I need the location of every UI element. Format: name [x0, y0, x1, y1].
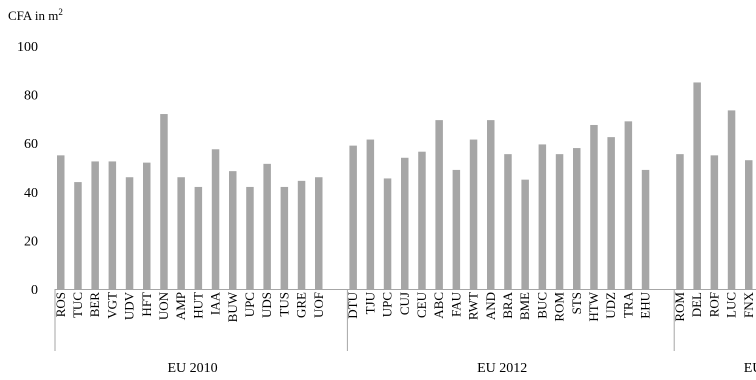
bar	[590, 124, 598, 289]
category-label: TUC	[70, 292, 85, 318]
bar	[57, 155, 65, 289]
bar	[263, 163, 271, 289]
category-label: CUJ	[397, 292, 412, 315]
bar	[229, 171, 237, 289]
category-label: IAA	[208, 291, 223, 315]
y-tick-label: 20	[24, 234, 38, 249]
bar	[74, 182, 82, 289]
bar	[641, 169, 650, 289]
category-label: TJU	[362, 291, 377, 314]
group-labels: EU 2010 EU 2012 EU 2014	[168, 361, 756, 376]
category-axis	[54, 289, 756, 351]
bar	[710, 155, 719, 289]
category-label: STS	[569, 292, 584, 314]
category-label: DTU	[345, 291, 360, 318]
bar	[315, 177, 323, 289]
bars	[57, 82, 753, 290]
bar	[573, 148, 581, 289]
bar	[745, 160, 753, 289]
category-label: UDZ	[603, 292, 618, 319]
category-label: AMP	[173, 292, 188, 320]
category-label: ROS	[53, 292, 68, 317]
y-tick-label: 0	[31, 283, 38, 298]
bar	[160, 114, 168, 289]
bar	[108, 161, 117, 289]
category-label: UDS	[259, 292, 274, 318]
bar	[383, 178, 392, 289]
category-label: TUS	[276, 292, 291, 317]
category-label: CEU	[414, 291, 429, 318]
bar	[676, 154, 684, 289]
category-label: TRA	[620, 291, 635, 318]
category-label: AND	[483, 292, 498, 320]
category-labels: ROS TUC BER VGT UDV HFT UON AMP HUT IAA BUW UPC UDS T…	[53, 291, 756, 322]
bar	[143, 162, 151, 289]
bar	[177, 177, 185, 289]
bar	[349, 145, 357, 289]
category-label: UPC	[242, 292, 257, 317]
group-label: EU 2012	[477, 361, 527, 376]
bar	[607, 137, 615, 289]
category-label: DEL	[689, 292, 704, 317]
group-label: EU 2010	[168, 361, 218, 376]
y-tick-label: 40	[24, 186, 38, 201]
category-label: GRE	[294, 292, 309, 318]
y-axis-label-superscript: 2	[58, 7, 63, 17]
category-label: UOF	[311, 292, 326, 318]
bar	[452, 169, 461, 289]
bar	[504, 154, 512, 289]
bar	[624, 121, 633, 289]
bar	[418, 151, 426, 289]
bar	[555, 154, 564, 289]
bar	[246, 186, 254, 289]
category-label: HFT	[139, 292, 154, 317]
category-label: UDV	[122, 291, 137, 320]
y-axis-ticks: 0 20 40 60 80 100	[17, 40, 38, 298]
bar	[693, 82, 701, 289]
y-tick-label: 60	[24, 137, 38, 152]
category-label: HUT	[190, 292, 205, 319]
category-label: ROM	[552, 292, 567, 322]
category-label: UPC	[380, 292, 395, 317]
category-label: FAU	[448, 291, 463, 317]
y-axis-label: CFA in m2	[8, 7, 63, 23]
category-label: HTW	[586, 291, 601, 321]
category-label: FNX	[741, 291, 756, 318]
category-label: BER	[87, 292, 102, 318]
category-label: ABC	[431, 292, 446, 319]
bar	[211, 149, 220, 289]
category-label: ROF	[706, 292, 721, 317]
category-label: BUW	[225, 291, 240, 322]
bar	[366, 139, 375, 289]
y-tick-label: 100	[17, 40, 38, 55]
bar	[125, 177, 134, 289]
bar	[297, 180, 306, 289]
category-label: VGT	[104, 292, 119, 319]
bar	[487, 120, 495, 290]
category-label: UON	[156, 291, 171, 320]
group-label: EU 2014	[744, 361, 756, 376]
category-label: BUC	[534, 292, 549, 319]
category-label: EHU	[638, 291, 653, 318]
category-label: LUC	[724, 292, 739, 318]
bar	[280, 186, 289, 289]
bar	[435, 120, 443, 290]
category-label: ROM	[672, 292, 687, 322]
bar	[401, 157, 409, 289]
bar	[727, 110, 736, 290]
category-label: BME	[517, 292, 532, 320]
bar	[538, 144, 547, 289]
bar	[91, 161, 99, 289]
category-label: BRA	[500, 291, 515, 318]
category-label: RWT	[466, 292, 481, 320]
y-tick-label: 80	[24, 89, 38, 104]
bar	[521, 179, 529, 289]
bar	[194, 186, 203, 289]
bar	[469, 139, 478, 289]
y-axis-label-text: CFA in m	[8, 8, 58, 23]
